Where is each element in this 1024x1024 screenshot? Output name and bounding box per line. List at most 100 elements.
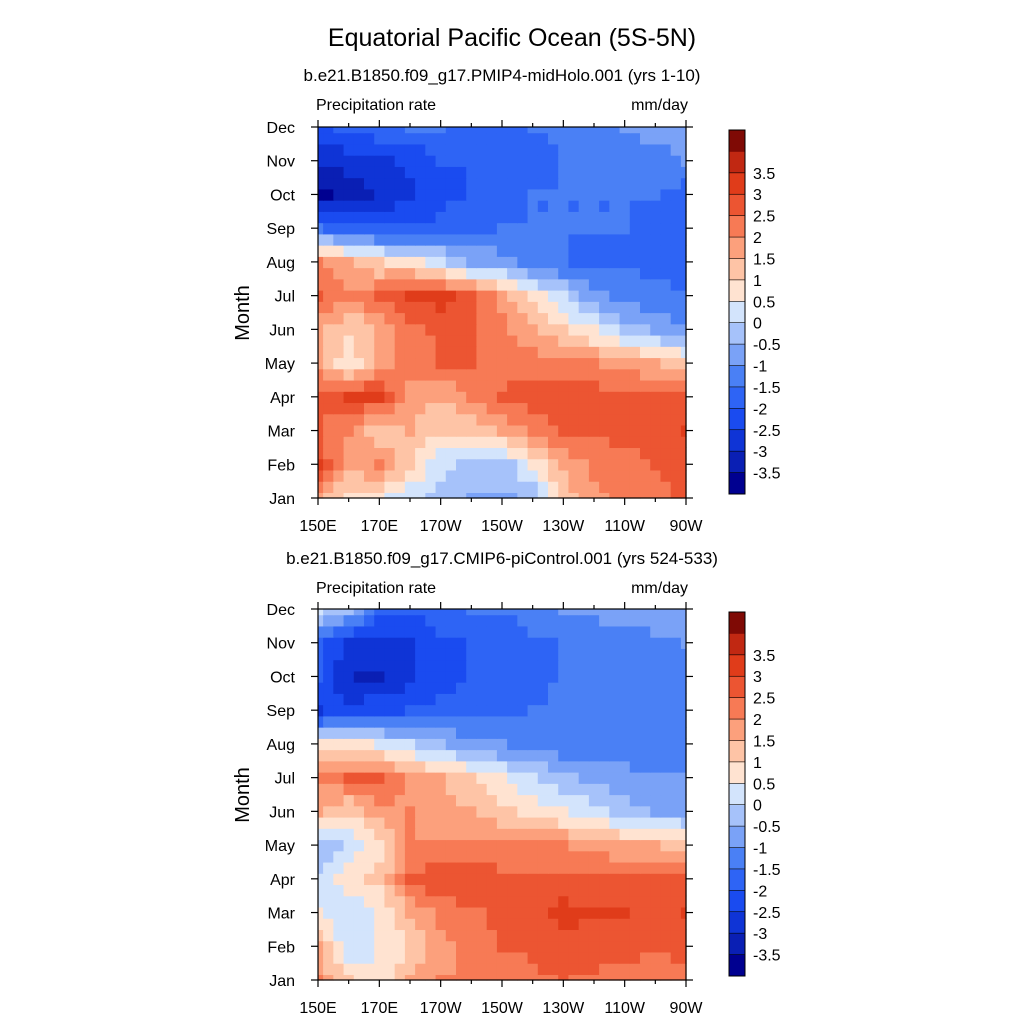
heatmap-cell	[517, 727, 529, 739]
heatmap-cell	[318, 648, 324, 661]
colorbar-swatch	[729, 258, 745, 281]
heatmap-cell	[333, 256, 345, 269]
heatmap-cell	[323, 738, 334, 751]
heatmap-cell	[404, 940, 416, 953]
heatmap-cell	[486, 143, 498, 156]
heatmap-cell	[599, 850, 610, 863]
heatmap-cell	[394, 143, 406, 156]
y-tick-label: Oct	[270, 669, 295, 686]
heatmap-cell	[364, 211, 375, 224]
heatmap-cell	[680, 132, 687, 145]
heatmap-cell	[558, 895, 570, 908]
heatmap-cell	[318, 974, 324, 981]
heatmap-cell	[558, 940, 570, 953]
heatmap-cell	[640, 413, 651, 426]
heatmap-cell	[384, 805, 396, 818]
heatmap-cell	[517, 481, 529, 493]
heatmap-cell	[599, 648, 610, 661]
heatmap-cell	[568, 222, 580, 235]
heatmap-cell	[588, 861, 600, 874]
heatmap-cell	[404, 839, 416, 852]
heatmap-cell	[333, 625, 345, 638]
heatmap-cell	[537, 727, 549, 739]
heatmap-cell	[588, 783, 600, 796]
heatmap-cell	[660, 704, 672, 717]
colorbar-swatch	[729, 847, 745, 870]
heatmap-cell	[476, 143, 488, 156]
heatmap-cell	[619, 682, 631, 694]
heatmap-cell	[588, 402, 600, 415]
heatmap-cell	[323, 402, 334, 415]
heatmap-cell	[318, 884, 324, 897]
heatmap-cell	[476, 245, 488, 257]
heatmap-cell	[537, 256, 549, 269]
heatmap-cell	[640, 609, 651, 616]
heatmap-cell	[670, 760, 682, 773]
heatmap-cell	[445, 861, 457, 874]
heatmap-cell	[517, 357, 529, 370]
y-tick-label: Sep	[267, 703, 296, 720]
heatmap-cell	[578, 609, 590, 616]
heatmap-cell	[343, 481, 355, 493]
heatmap-cell	[318, 312, 324, 325]
heatmap-cell	[650, 211, 662, 224]
heatmap-cell	[507, 379, 518, 392]
heatmap-cell	[507, 918, 518, 931]
heatmap-cell	[507, 727, 518, 739]
heatmap-cell	[445, 625, 457, 638]
heatmap-cell	[558, 625, 570, 638]
heatmap-cell	[374, 850, 386, 863]
heatmap-cell	[670, 346, 682, 359]
heatmap-cell	[318, 850, 324, 863]
heatmap-cell	[660, 458, 672, 471]
heatmap-cell	[333, 481, 345, 493]
heatmap-cell	[394, 625, 406, 638]
heatmap-cell	[384, 648, 396, 661]
heatmap-cell	[660, 906, 672, 919]
heatmap-cell	[578, 850, 590, 863]
heatmap-cell	[394, 940, 406, 953]
heatmap-cell	[680, 200, 687, 212]
heatmap-cell	[476, 323, 488, 336]
heatmap-cell	[384, 278, 396, 291]
heatmap-cell	[333, 492, 345, 499]
heatmap-cell	[588, 334, 600, 347]
heatmap-cell	[650, 963, 662, 975]
heatmap-cell	[619, 895, 631, 908]
heatmap-cell	[435, 637, 447, 649]
heatmap-cell	[517, 850, 529, 863]
heatmap-cell	[680, 940, 687, 953]
heatmap-cell	[435, 828, 447, 841]
heatmap-cell	[496, 738, 508, 751]
heatmap-cell	[353, 323, 365, 336]
heatmap-cell	[619, 963, 631, 975]
heatmap-cell	[660, 816, 672, 829]
heatmap-cell	[404, 783, 416, 796]
heatmap-cell	[394, 379, 406, 392]
heatmap-cell	[318, 704, 324, 717]
heatmap-cell	[548, 379, 559, 392]
heatmap-cell	[435, 760, 447, 773]
heatmap-cell	[578, 127, 590, 134]
heatmap-cell	[435, 278, 447, 291]
heatmap-cell	[609, 312, 621, 325]
heatmap-cell	[466, 357, 478, 370]
heatmap-cell	[548, 828, 559, 841]
heatmap-cell	[640, 222, 651, 235]
heatmap-cell	[425, 828, 437, 841]
heatmap-cell	[599, 368, 610, 381]
heatmap-cell	[670, 334, 682, 347]
heatmap-cell	[466, 436, 478, 449]
heatmap-cell	[599, 772, 610, 784]
heatmap-cell	[537, 301, 549, 314]
heatmap-cell	[609, 391, 621, 404]
heatmap-cell	[507, 625, 518, 638]
heatmap-cell	[415, 413, 426, 426]
heatmap-cell	[323, 794, 334, 807]
heatmap-cell	[456, 805, 467, 818]
heatmap-cell	[629, 245, 641, 257]
heatmap-cell	[599, 828, 610, 841]
heatmap-cell	[650, 166, 662, 179]
heatmap-cell	[629, 974, 641, 981]
heatmap-cell	[527, 659, 539, 672]
